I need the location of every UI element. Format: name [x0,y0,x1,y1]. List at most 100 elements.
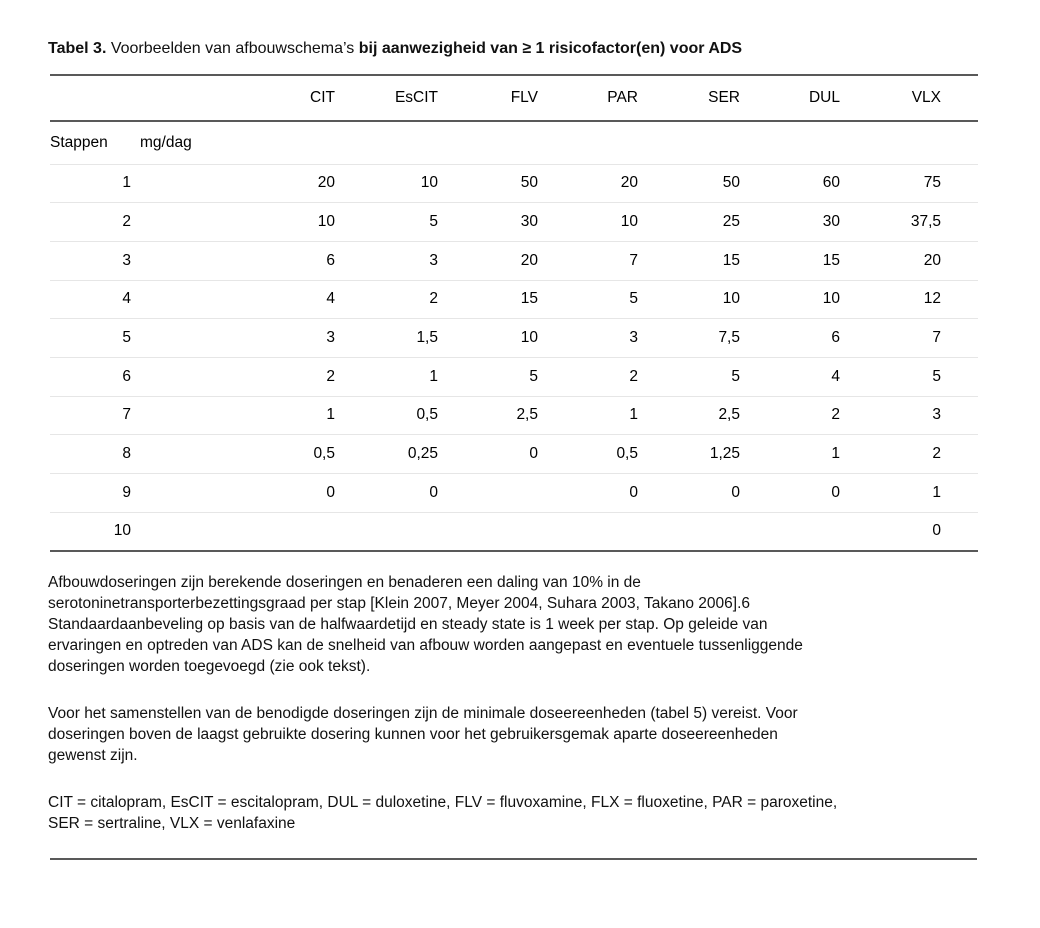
dose-cell: 1,5 [416,329,438,347]
dose-cell: 4 [831,367,840,385]
dose-cell: 0 [429,483,438,501]
dose-cell: 3 [932,406,941,424]
empty-cell [140,280,243,319]
dose-cell: 75 [923,174,941,192]
bottom-rule [50,857,977,860]
dose-cell: 6 [326,251,335,269]
dose-cell [546,512,646,551]
dose-cell: 20 [520,251,538,269]
column-header-dul: DUL [808,89,840,106]
table-row: 2 10 5 30 10 25 30 37,5 [50,203,978,242]
empty-cell [140,474,243,513]
dose-cell: 0 [731,483,740,501]
dose-cell: 0 [831,483,840,501]
dose-cell: 7 [932,329,941,347]
table-caption-number: Tabel 3. [48,40,107,57]
document-page: Tabel 3. Voorbeelden van afbouwschema’s … [0,38,1040,928]
column-header-ser: SER [708,89,740,106]
dose-cell: 0 [629,483,638,501]
dose-cell [446,512,546,551]
dose-cell: 2 [932,445,941,463]
dose-cell: 0,5 [416,406,438,424]
dose-cell: 2,5 [718,406,740,424]
step-cell: 10 [113,522,131,540]
dose-cell: 25 [722,213,740,231]
step-cell: 6 [122,367,131,385]
dose-cell: 3 [629,329,638,347]
dose-cell: 20 [317,174,335,192]
dose-cell: 50 [722,174,740,192]
column-header-mg-dag: mg/dag [140,133,192,151]
dose-cell: 0,5 [313,445,335,463]
dose-cell: 1,25 [709,445,740,463]
dose-cell: 15 [722,251,740,269]
empty-cell [140,435,243,474]
table-row: 5 3 1,5 10 3 7,5 6 7 [50,319,978,358]
dose-cell: 30 [822,213,840,231]
table-caption: Tabel 3. Voorbeelden van afbouwschema’s … [48,38,1040,59]
step-cell: 2 [122,213,131,231]
dose-cell: 4 [326,290,335,308]
table-row: 7 1 0,5 2,5 1 2,5 2 3 [50,396,978,435]
dose-cell: 37,5 [910,213,941,231]
dose-cell: 60 [822,174,840,192]
empty-cell [140,357,243,396]
table-row: 10 0 [50,512,978,551]
dose-cell: 1 [429,367,438,385]
dose-cell: 6 [831,329,840,347]
dose-cell: 10 [822,290,840,308]
column-header-par: PAR [607,89,638,106]
dose-cell: 15 [520,290,538,308]
table-row: 6 2 1 5 2 5 4 5 [50,357,978,397]
table-row: 4 4 2 15 5 10 10 12 [50,280,978,319]
dose-cell: 5 [429,213,438,231]
dose-cell: 0 [529,445,538,463]
footnote-dosing-explanation: Afbouwdoseringen zijn berekende dosering… [48,573,803,675]
dose-cell: 20 [923,251,941,269]
dose-cell: 10 [620,213,638,231]
table-row: 1 20 10 50 20 50 60 75 [50,164,978,203]
dose-cell [343,512,446,551]
dose-cell: 10 [317,213,335,231]
dose-cell: 2 [831,406,840,424]
dose-cell: 2 [326,367,335,385]
dose-cell: 12 [923,290,941,308]
dose-cell: 0,5 [616,445,638,463]
dose-cell [748,512,848,551]
step-cell: 4 [122,290,131,308]
dose-cell: 50 [520,174,538,192]
column-header-stappen: Stappen [50,133,108,151]
dose-cell [646,512,748,551]
empty-cell [140,396,243,435]
dose-cell: 10 [722,290,740,308]
dose-cell: 10 [420,174,438,192]
subheader-row: Stappen mg/dag [50,121,978,164]
empty-cell [140,75,243,121]
dose-cell: 1 [932,483,941,501]
dose-cell: 15 [822,251,840,269]
column-header-cit: CIT [310,89,335,106]
step-cell: 1 [122,174,131,192]
footnote-abbreviations: CIT = citalopram, EsCIT = escitalopram, … [48,793,838,832]
dose-schedule-table: CIT EsCIT FLV PAR SER DUL VLX Stappen mg… [50,74,978,552]
step-cell: 5 [122,329,131,347]
column-header-vlx: VLX [911,89,941,106]
dose-cell: 5 [731,367,740,385]
table-caption-bold-text: bij aanwezigheid van ≥ 1 risicofactor(en… [358,40,743,57]
step-cell: 7 [122,406,131,424]
dose-cell: 5 [529,367,538,385]
dose-cell [446,474,546,513]
footnote-dose-units: Voor het samenstellen van de benodigde d… [48,704,798,764]
column-header-escit: EsCIT [394,89,438,106]
dose-cell: 20 [620,174,638,192]
dose-cell: 30 [520,213,538,231]
dose-cell: 5 [932,367,941,385]
dose-cell: 1 [629,406,638,424]
step-cell: 8 [122,445,131,463]
dose-cell: 2,5 [516,406,538,424]
dose-cell: 3 [326,329,335,347]
column-header-flv: FLV [510,89,538,106]
dose-cell [243,512,343,551]
step-cell: 9 [122,483,131,501]
dose-cell: 2 [429,290,438,308]
